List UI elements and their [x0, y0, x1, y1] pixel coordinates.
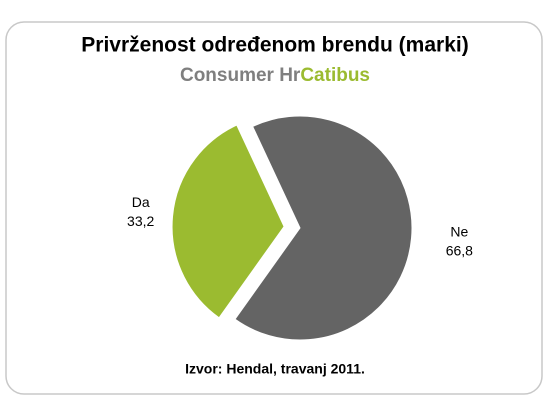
pie-slice — [171, 124, 285, 319]
pie-slice — [234, 115, 413, 341]
value-label: 33,2 — [127, 213, 154, 229]
slice-label: Ne — [450, 223, 468, 239]
subtitle-part: Catibus — [300, 65, 370, 86]
source-note: Izvor: Hendal, travanj 2011. — [185, 361, 365, 377]
slice-label: Da — [132, 194, 150, 210]
chart-subtitle: Consumer HrCatibus — [180, 65, 370, 86]
chart-title: Privrženost određenom brendu (marki) — [81, 34, 468, 57]
subtitle-part: Consumer Hr — [180, 65, 301, 86]
value-label: 66,8 — [446, 242, 473, 258]
